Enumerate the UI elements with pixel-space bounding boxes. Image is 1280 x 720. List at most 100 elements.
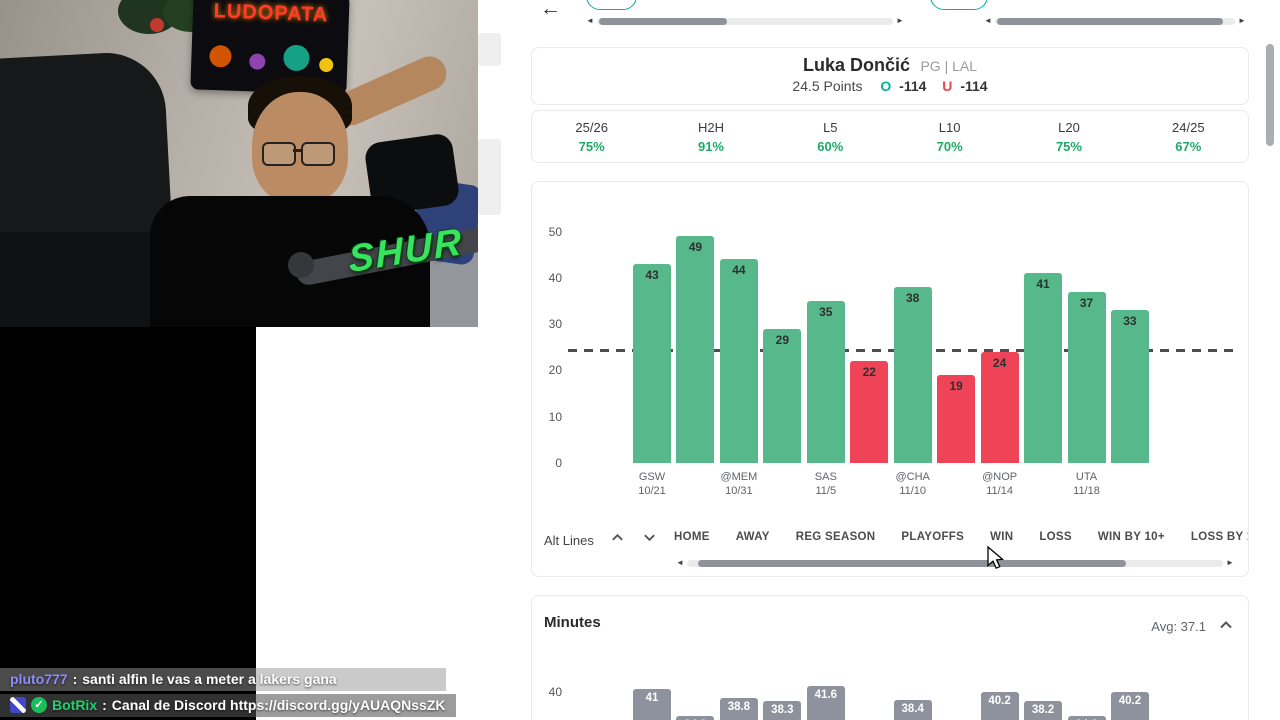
bar-value-label: 33 [1123, 314, 1137, 329]
filter-loss[interactable]: LOSS [1039, 531, 1072, 543]
filter-loss-by-1[interactable]: LOSS BY 1+ [1190, 531, 1248, 543]
scrollbar-thumb[interactable] [599, 18, 727, 25]
glasses-left-lens [262, 142, 296, 166]
bar-value-label: 40.2 [988, 695, 1011, 708]
bar[interactable]: 38 [893, 287, 932, 463]
tab-24-25[interactable]: 24/25 [1209, 0, 1267, 10]
bar[interactable]: 38.3 [763, 700, 802, 720]
x-axis-label: @CHA 11/10 [877, 470, 949, 499]
scroll-right-icon[interactable]: ► [1226, 558, 1234, 567]
x-axis-date: 11/10 [899, 485, 927, 498]
bar[interactable]: 34.8 [1067, 716, 1106, 720]
x-axis-date: 11/14 [986, 485, 1013, 498]
page-scrollbar-thumb[interactable] [1266, 44, 1274, 146]
collapse-section-button[interactable] [1216, 616, 1236, 636]
back-button[interactable]: ← [534, 0, 564, 24]
bar[interactable]: 41 [1024, 273, 1063, 463]
alt-line-down-button[interactable] [636, 526, 662, 552]
scroll-left-icon[interactable]: ◄ [586, 16, 594, 25]
mod-badge-icon [10, 697, 26, 713]
filter-win[interactable]: WIN [990, 531, 1014, 543]
bar[interactable]: 34.9 [676, 715, 715, 720]
x-axis-label: @MEM 10/31 [703, 470, 775, 499]
tab-h2h[interactable]: H2H [994, 0, 1046, 10]
scroll-left-icon[interactable]: ◄ [676, 558, 684, 567]
under-odds: -114 [960, 78, 988, 94]
tab-25-26[interactable]: 25/26 [930, 0, 989, 10]
bar[interactable]: 41.6 [806, 685, 845, 720]
tab-reb[interactable]: REB [643, 0, 696, 10]
webcam-feed: LUDOPATA SHUR [0, 0, 478, 327]
bar[interactable]: 38.2 [1024, 701, 1063, 720]
tab-l5[interactable]: L5 [1052, 0, 1094, 10]
scrollbar-thumb[interactable] [698, 560, 1126, 567]
bar[interactable]: 22 [850, 361, 889, 463]
chat-message: ✓ BotRix : Canal de Discord https://disc… [0, 694, 456, 717]
split-value: 75% [1055, 139, 1082, 154]
filter-away[interactable]: AWAY [735, 531, 770, 543]
bar-value-label: 38.8 [727, 701, 751, 714]
filter-scrollbar[interactable]: ◄ ► [674, 556, 1236, 570]
range-tabs-scrollbar[interactable]: ◄ ► [982, 14, 1248, 28]
bar[interactable]: 35 [806, 300, 845, 463]
bar[interactable]: 37 [1067, 291, 1106, 463]
bar[interactable]: 38.8 [719, 698, 758, 720]
tab-ft[interactable]: FT [886, 0, 929, 10]
bar[interactable]: 49 [676, 236, 715, 463]
scroll-right-icon[interactable]: ► [896, 16, 904, 25]
mic-arm-joint [288, 252, 314, 278]
tab-pts[interactable]: PTS [586, 0, 638, 10]
filter-win-by-10[interactable]: WIN BY 10+ [1097, 531, 1165, 543]
chat-separator: : [72, 671, 78, 687]
bar[interactable]: 40.2 [1110, 692, 1149, 720]
bar[interactable]: 33 [1110, 310, 1149, 463]
bar-value-label: 34.9 [676, 719, 714, 720]
bar-value-label: 38.2 [1031, 704, 1055, 717]
filter-row: HOME AWAY REG SEASON PLAYOFFS WIN LOSS W… [674, 531, 1248, 543]
tab-ast[interactable]: AST [703, 0, 755, 10]
split-value: 91% [697, 139, 724, 154]
tab-l10[interactable]: L10 [1100, 0, 1149, 10]
bar-value-label: 35 [819, 304, 833, 319]
x-axis-date: 11/5 [815, 485, 837, 498]
bar[interactable]: 38.4 [893, 700, 932, 720]
bar[interactable]: 29 [763, 328, 802, 463]
under-label: U [942, 78, 953, 94]
tab-pra[interactable]: PRA [827, 0, 880, 10]
bar[interactable]: 41 [633, 688, 671, 720]
split-label: 24/25 [1172, 120, 1205, 135]
bar-value-label: 49 [688, 240, 703, 255]
x-axis-date: 10/21 [638, 485, 666, 498]
filter-playoffs[interactable]: PLAYOFFS [901, 531, 965, 543]
planet-decoration [283, 44, 310, 72]
tab-l20[interactable]: L20 [1155, 0, 1204, 10]
split-label: 25/26 [575, 120, 608, 135]
bar[interactable]: 40.2 [980, 692, 1019, 720]
tab-3ptm[interactable]: 3PTM [761, 0, 821, 10]
bar-value-label: 38.3 [771, 703, 794, 716]
scrollbar-track[interactable] [597, 18, 893, 25]
y-axis-tick: 40 [548, 685, 562, 699]
x-axis-team: GSW [638, 471, 666, 483]
split-column: L20 75% [1009, 120, 1128, 162]
bar[interactable]: 19 [937, 375, 976, 463]
player-meta: PG | LAL [920, 58, 978, 74]
scroll-left-icon[interactable]: ◄ [984, 16, 992, 25]
y-axis-tick: 50 [548, 224, 562, 239]
filter-reg-season[interactable]: REG SEASON [795, 531, 876, 543]
chevron-up-icon [1220, 620, 1232, 628]
over-odds: -114 [899, 78, 927, 94]
split-label: L20 [1058, 120, 1080, 135]
bar[interactable]: 43 [633, 263, 671, 463]
scroll-right-icon[interactable]: ► [1238, 16, 1246, 25]
prop-tabs-scrollbar[interactable]: ◄ ► [584, 14, 906, 28]
chat-text: Canal de Discord https://discord.gg/yAUA… [111, 697, 446, 713]
bar[interactable]: 24 [980, 351, 1019, 463]
alt-line-up-button[interactable] [604, 526, 630, 552]
chat-username: BotRix [52, 697, 98, 713]
x-axis-team: @MEM [720, 471, 758, 483]
chevron-up-icon [611, 533, 623, 541]
bar[interactable]: 44 [719, 259, 758, 463]
filter-home[interactable]: HOME [674, 531, 710, 543]
scrollbar-thumb[interactable] [997, 18, 1223, 25]
